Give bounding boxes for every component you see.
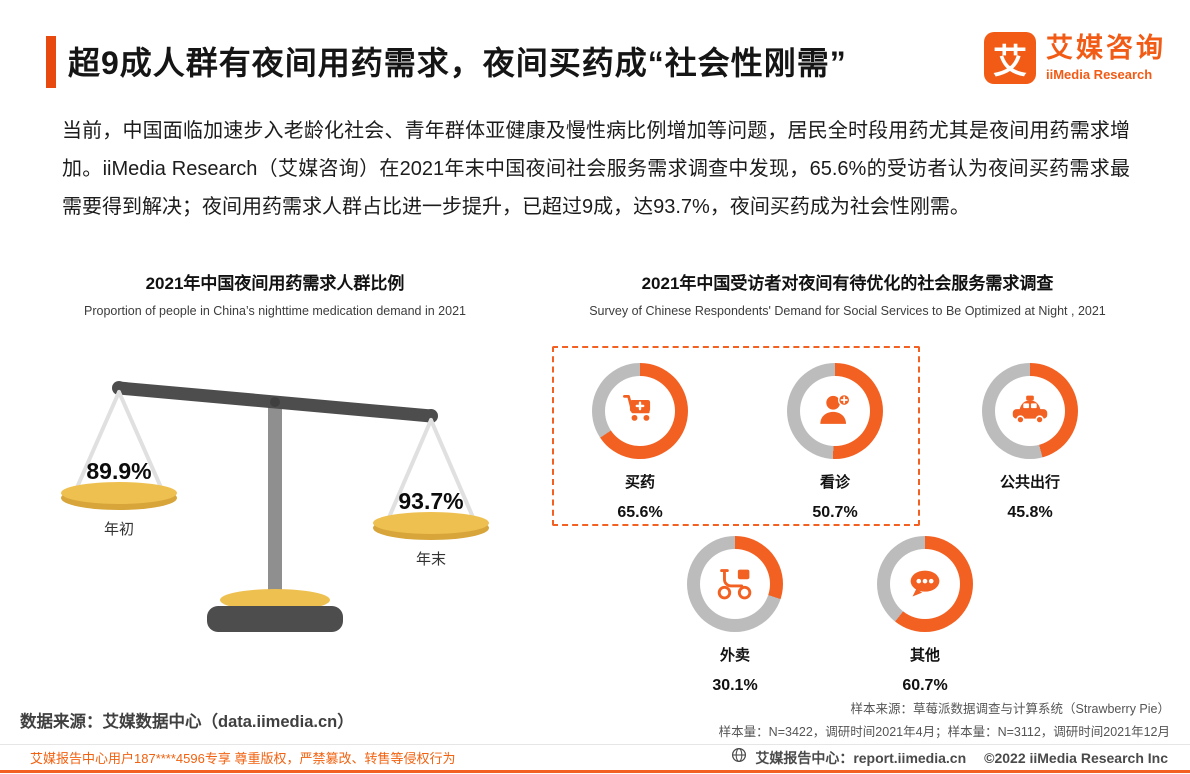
donut-value: 30.1% <box>712 677 758 694</box>
brand-name-en: iiMedia Research <box>1046 66 1153 82</box>
donut-other: 其他 60.7% <box>855 536 995 697</box>
chart-title: 2021年中国受访者对夜间有待优化的社会服务需求调查 <box>641 274 1054 293</box>
donut-public-transport: 公共出行 45.8% <box>960 363 1100 524</box>
donut-ring-medicine <box>592 363 688 459</box>
donut-ring-delivery <box>687 536 783 632</box>
scooter-icon <box>687 536 783 632</box>
donut-value: 65.6% <box>617 504 663 521</box>
footer-strip: 艾媒报告中心用户187****4596专享 尊重版权，严禁篡改、转售等侵权行为 … <box>0 744 1190 770</box>
title-accent-bar <box>46 36 56 88</box>
donut-grid: 买药 65.6% 看诊 50.7% <box>525 338 1170 708</box>
taxi-icon <box>982 363 1078 459</box>
donut-label: 公共出行 <box>999 474 1060 491</box>
chart-subtitle-en: Survey of Chinese Respondents' Demand fo… <box>589 304 1106 318</box>
globe-icon <box>731 747 747 768</box>
chart-subtitle-en: Proportion of people in China’s nighttim… <box>84 304 466 318</box>
donut-medicine: 买药 65.6% <box>570 363 710 524</box>
brand-name-cn: 艾媒咨询 <box>1046 33 1166 63</box>
balance-scale-illustration: 89.9% 年初 93.7% 年末 <box>55 338 495 658</box>
donut-label: 外卖 <box>719 647 750 664</box>
donut-ring-other <box>877 536 973 632</box>
ellipsis-bubble-icon <box>877 536 973 632</box>
donut-consultation: 看诊 50.7% <box>765 363 905 524</box>
chart-title: 2021年中国夜间用药需求人群比例 <box>145 274 405 293</box>
copyright: ©2022 iiMedia Research Inc <box>984 749 1168 766</box>
scale-value-end: 93.7% <box>398 488 464 514</box>
page-title: 超9成人群有夜间用药需求，夜间买药成“社会性刚需” <box>68 45 847 81</box>
doctor-icon <box>787 363 883 459</box>
sample-notes: 样本来源：草莓派数据调查与计算系统（Strawberry Pie） 样本量：N=… <box>719 698 1170 744</box>
data-source-note: 数据来源：艾媒数据中心（data.iimedia.cn） <box>20 713 354 731</box>
donut-delivery: 外卖 30.1% <box>665 536 805 697</box>
donut-value: 60.7% <box>902 677 948 694</box>
scale-label-end: 年末 <box>415 551 446 568</box>
donut-value: 45.8% <box>1007 504 1053 521</box>
donut-ring-consultation <box>787 363 883 459</box>
donut-label: 其他 <box>909 647 940 664</box>
balance-scale-graphic <box>61 381 489 632</box>
medication-demand-chart: 2021年中国夜间用药需求人群比例 Proportion of people i… <box>30 272 520 658</box>
scale-label-start: 年初 <box>103 521 134 538</box>
donut-label: 看诊 <box>819 474 850 491</box>
bottom-accent-line <box>0 770 1190 773</box>
sample-source-note: 样本来源：草莓派数据调查与计算系统（Strawberry Pie） <box>850 702 1170 716</box>
sample-size-note: 样本量：N=3422，调研时间2021年4月；样本量：N=3112，调研时间20… <box>718 725 1170 739</box>
intro-paragraph: 当前，中国面临加速步入老龄化社会、青年群体亚健康及慢性病比例增加等问题，居民全时… <box>62 120 1130 218</box>
cart-icon <box>592 363 688 459</box>
report-site: 艾媒报告中心：report.iimedia.cn <box>755 749 967 766</box>
brand-mark-icon: 艾 <box>984 32 1036 84</box>
scale-value-start: 89.9% <box>86 458 152 484</box>
donut-label: 买药 <box>624 474 655 491</box>
highlight-dashed-box <box>552 346 920 526</box>
brand-logo: 艾 艾媒咨询 iiMedia Research <box>984 32 1166 84</box>
donut-ring-public-transport <box>982 363 1078 459</box>
user-notice: 艾媒报告中心用户187****4596专享 尊重版权，严禁篡改、转售等侵权行为 <box>30 751 456 766</box>
social-services-survey-chart: 2021年中国受访者对夜间有待优化的社会服务需求调查 Survey of Chi… <box>525 272 1170 708</box>
donut-value: 50.7% <box>812 504 858 521</box>
